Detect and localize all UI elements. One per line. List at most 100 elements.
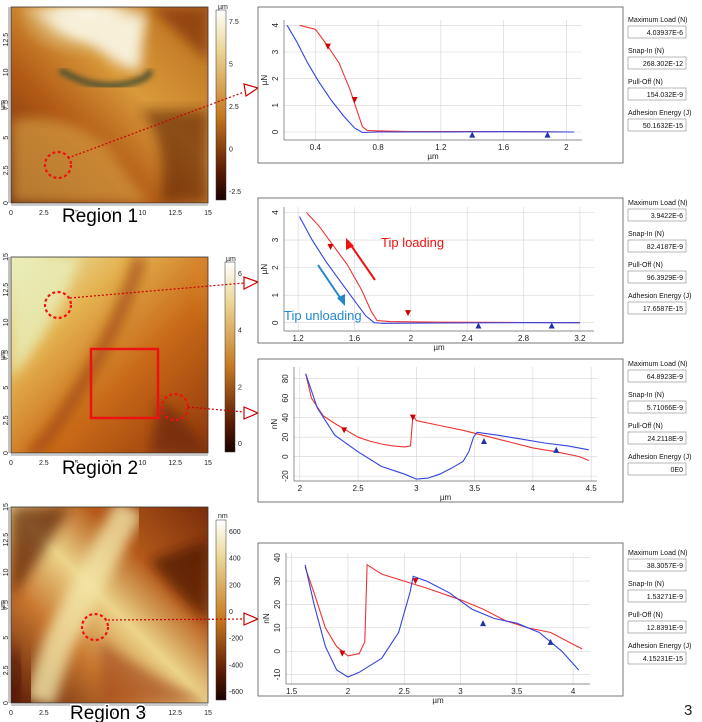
y-tick-label: 2 (271, 76, 280, 81)
y-tick-label: 30 (273, 576, 282, 585)
unloading-curve (305, 373, 589, 480)
blue-marker (547, 638, 554, 645)
map-1-scale-unit: µm (218, 4, 228, 11)
map-2-connector-upper (69, 282, 245, 299)
unloading-curve (299, 216, 580, 324)
stat-value-box (627, 270, 687, 284)
red-marker (339, 650, 346, 657)
y-tick-label: 0 (271, 129, 280, 134)
map-1-x-tick: 0 (9, 210, 13, 217)
loading-curve (306, 212, 580, 324)
map-3-x-tick: 5 (75, 710, 79, 717)
y-tick-label: 0 (273, 648, 282, 653)
stat-value: 17.6587E-15 (643, 306, 683, 313)
unloading-curve (304, 564, 580, 678)
unloading-curve (286, 25, 575, 134)
x-axis-label: µm (440, 493, 452, 502)
y-tick-label: 1 (271, 292, 280, 297)
stat-value: 3.9422E-6 (651, 213, 683, 220)
x-tick-label: 2.8 (518, 334, 530, 343)
stat-value-box (627, 400, 687, 414)
stat-value: 154.032E-9 (647, 92, 683, 99)
force-curve-chart-1: 0.4 0.8 1.2 1.6 2 0 1 2 3 4 µm µN Maximum Load (N) 4.… (257, 6, 691, 164)
tip-unloading-label: Tip unloading (284, 308, 362, 323)
y-tick-label: 40 (281, 413, 290, 422)
stat-label: Pull-Off (N) (628, 423, 663, 430)
chart-frame (257, 358, 624, 503)
x-tick-label: 3.5 (511, 687, 523, 696)
stat-label: Snap-In (N) (628, 231, 664, 238)
afm-map-region-3: 0 2.5 5 7.5 10 12.5 15 0 2.5 5 7.5 10 12.5 15 µm nm 6… (0, 503, 260, 722)
red-marker (412, 578, 419, 585)
tip-unloading-arrowhead (337, 294, 345, 306)
stat-label: Pull-Off (N) (628, 79, 663, 86)
map-3-y-tick: 7.5 (3, 600, 10, 610)
red-marker (405, 310, 411, 317)
map-2-y-tick: 5 (3, 386, 10, 390)
blue-marker (544, 131, 551, 138)
stat-label: Maximum Load (N) (628, 550, 688, 557)
stat-value: 268.302E-12 (643, 61, 683, 68)
stat-value-box (627, 558, 687, 572)
stat-label: Adhesion Energy (J) (628, 643, 691, 650)
map-2-y-tick: 12.5 (3, 283, 10, 297)
map-1-x-tick: 10 (138, 210, 146, 217)
stat-label: Snap-In (N) (628, 392, 664, 399)
stat-value-box (627, 651, 687, 665)
map-1-connector (67, 91, 245, 159)
y-tick-label: 0 (271, 320, 280, 325)
map-1-x-tick: 7.5 (105, 210, 115, 217)
map-1-axis-label: µm (0, 100, 7, 110)
stat-label: Snap-In (N) (628, 581, 664, 588)
map-3-scale-tick: 0 (229, 609, 233, 616)
map-2-y-tick: 7.5 (3, 350, 10, 360)
map-1-scale-tick: -2.5 (229, 189, 241, 196)
stat-value-box (627, 87, 687, 101)
map-3-colorbar (215, 519, 227, 701)
map-3-x-tick: 12.5 (168, 710, 182, 717)
blue-marker (480, 438, 487, 445)
y-tick-label: 1 (271, 103, 280, 108)
blue-marker (475, 322, 482, 329)
map-1-probe-circle (43, 150, 73, 180)
stat-value-box (627, 462, 687, 476)
y-tick-label: -20 (281, 470, 290, 482)
stat-value: 24.2118E-9 (647, 436, 683, 443)
stat-value-box (627, 208, 687, 222)
map-3-y-tick: 10 (3, 568, 10, 576)
stat-value: 1.53271E-9 (647, 594, 683, 601)
y-tick-label: 10 (273, 623, 282, 632)
stat-value-box (627, 431, 687, 445)
map-3-y-tick: 15 (3, 503, 10, 511)
red-marker (351, 97, 358, 103)
map-1-y-tick: 10 (3, 68, 10, 76)
blue-marker (469, 131, 476, 138)
map-3-x-tick: 2.5 (39, 710, 49, 717)
map-1-colorbar (215, 9, 227, 201)
stat-label: Maximum Load (N) (628, 200, 688, 207)
x-tick-label: 1.6 (498, 143, 510, 152)
stat-value: 50.1632E-15 (643, 123, 683, 130)
map-2-y-tick: 10 (3, 318, 10, 326)
stat-value: 96.3929E-9 (647, 275, 683, 282)
chart-frame (257, 6, 624, 164)
map-1-region-label: Region 1 (62, 206, 138, 227)
loading-curve (304, 563, 583, 657)
map-2-colorbar (224, 261, 236, 453)
stat-label: Maximum Load (N) (628, 361, 688, 368)
red-marker (324, 43, 331, 50)
map-2-scale-tick: 6 (238, 271, 242, 278)
map-2-connector-lower (187, 406, 245, 413)
x-tick-label: 2.4 (462, 334, 474, 343)
stat-value-box (627, 25, 687, 39)
map-2-x-tick: 0 (9, 460, 13, 467)
y-axis-label: µN (260, 75, 269, 86)
stat-value-box (627, 239, 687, 253)
map-3-connector (107, 618, 245, 621)
y-tick-label: 40 (273, 553, 282, 562)
map-3-y-tick: 0 (3, 701, 10, 705)
map-1-scale-tick: 7.5 (229, 19, 239, 26)
slide-number: 3 (684, 702, 692, 719)
map-2-region-label: Region 2 (62, 458, 138, 479)
